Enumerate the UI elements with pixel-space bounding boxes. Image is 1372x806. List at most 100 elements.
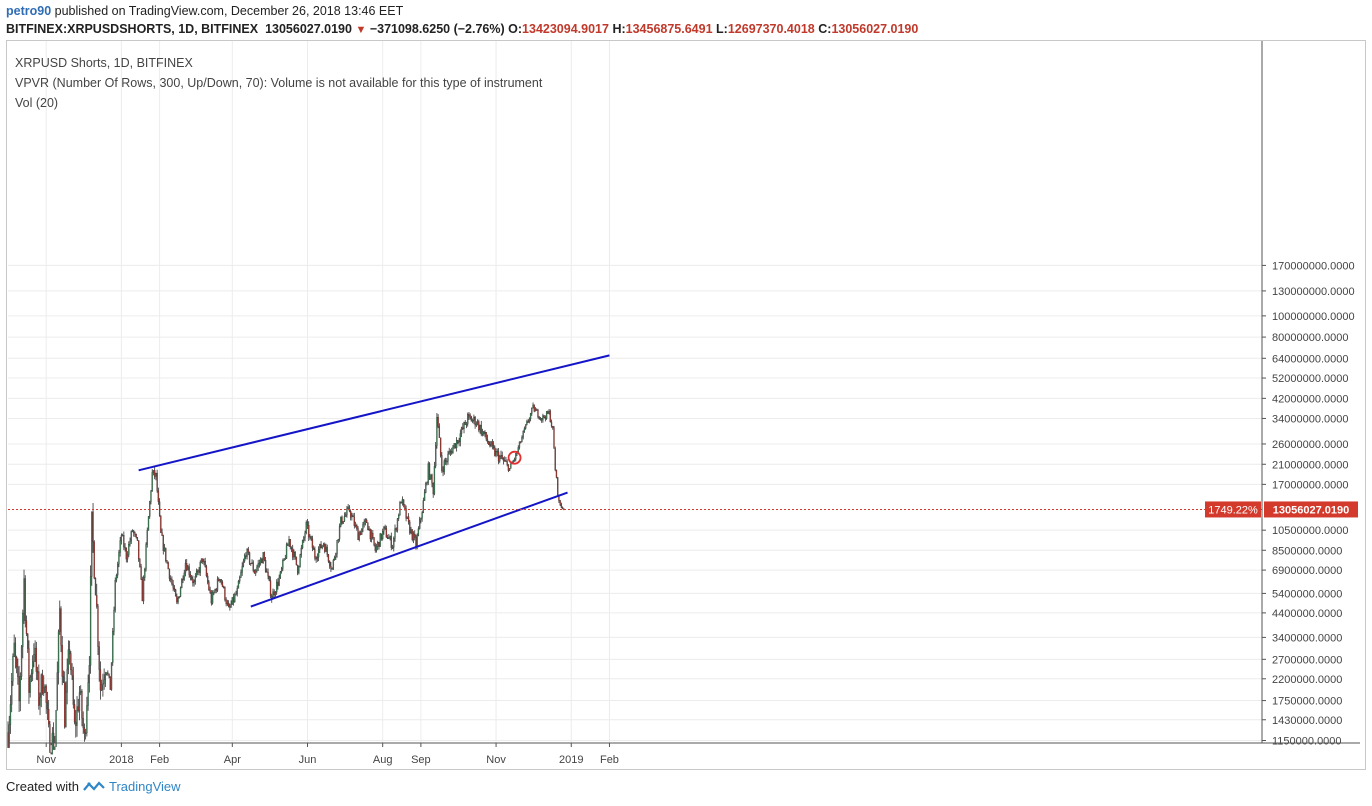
- candle-body: [179, 587, 182, 597]
- candle-body: [236, 588, 238, 595]
- candle-body: [18, 676, 20, 702]
- candle-body: [406, 516, 408, 519]
- candle-body: [203, 561, 205, 563]
- y-tick-label: 80000000.0000: [1272, 332, 1348, 344]
- y-tick-label: 3400000.0000: [1272, 632, 1342, 644]
- x-tick-label: Nov: [486, 754, 506, 766]
- legend-vpvr[interactable]: VPVR (Number Of Rows, 300, Up/Down, 70):…: [15, 76, 543, 90]
- candle-body: [489, 444, 491, 447]
- candle-body: [550, 421, 553, 427]
- candle-body: [432, 483, 434, 495]
- candle-body: [308, 524, 310, 538]
- trendline: [138, 354, 610, 472]
- candle-body: [393, 538, 395, 548]
- low-value: 12697370.4018: [727, 22, 815, 36]
- open-label: O:: [508, 22, 523, 36]
- candle-body: [542, 415, 544, 421]
- candle-body: [347, 506, 349, 509]
- candle-body: [94, 578, 97, 596]
- candle-body: [430, 474, 432, 480]
- candle-body: [479, 424, 481, 431]
- candle-body: [77, 706, 79, 712]
- candle-body: [495, 451, 497, 456]
- candle-body: [65, 692, 67, 728]
- legend-volume[interactable]: Vol (20): [15, 96, 59, 110]
- candle-body: [372, 532, 374, 538]
- candle-body: [225, 599, 227, 605]
- candle-body: [62, 676, 65, 683]
- candle-body: [490, 441, 492, 447]
- publish-info: petro90 published on TradingView.com, De…: [6, 4, 403, 18]
- footer: Created with TradingView: [6, 779, 181, 794]
- candle-body: [98, 646, 100, 670]
- candle-body: [391, 547, 394, 549]
- candle-body: [224, 587, 226, 600]
- candle-body: [426, 482, 428, 484]
- candle-body: [313, 547, 315, 550]
- price-label-bg: [1264, 501, 1358, 518]
- y-tick-label: 5400000.0000: [1272, 588, 1342, 600]
- candle-body: [96, 595, 98, 607]
- legend-series[interactable]: XRPUSD Shorts, 1D, BITFINEX: [15, 56, 193, 70]
- candle-body: [310, 536, 312, 540]
- candle-body: [231, 597, 233, 605]
- candle-body: [102, 683, 104, 685]
- candle-body: [538, 416, 540, 419]
- candle-body: [140, 566, 142, 580]
- candle-body: [457, 440, 459, 443]
- candle-body: [12, 656, 14, 682]
- candles: [7, 402, 565, 755]
- candle-body: [364, 519, 367, 522]
- candle-body: [502, 458, 505, 461]
- candle-body: [145, 544, 147, 570]
- candle-body: [290, 546, 293, 549]
- candle-body: [202, 558, 204, 562]
- candle-body: [76, 706, 78, 726]
- tradingview-logo-icon: [83, 780, 105, 791]
- candle-body: [301, 540, 304, 549]
- candle-body: [436, 416, 438, 446]
- candle-body: [504, 460, 506, 462]
- candle-body: [81, 690, 83, 719]
- author-name[interactable]: petro90: [6, 4, 52, 18]
- candle-body: [458, 441, 460, 444]
- candle-body: [388, 537, 390, 540]
- candle-body: [361, 528, 363, 535]
- candle-body: [407, 516, 410, 523]
- candle-body: [319, 543, 321, 550]
- candle-body: [431, 474, 433, 484]
- tradingview-brand[interactable]: TradingView: [108, 779, 181, 794]
- candle-body: [172, 583, 174, 589]
- candle-body: [247, 549, 249, 553]
- candle-body: [197, 570, 199, 572]
- candle-body: [93, 541, 95, 579]
- candle-body: [425, 483, 427, 493]
- candle-body: [129, 540, 131, 545]
- candle-body: [227, 602, 230, 608]
- y-tick-label: 1150000.0000: [1272, 735, 1342, 747]
- candle-body: [126, 554, 129, 560]
- candle-body: [443, 460, 445, 473]
- candle-body: [54, 746, 56, 750]
- candle-body: [92, 511, 94, 543]
- candle-body: [300, 547, 302, 555]
- candle-body: [293, 552, 295, 558]
- candle-body: [13, 642, 15, 657]
- candle-body: [25, 620, 28, 634]
- candle-body: [480, 424, 482, 435]
- candle-body: [211, 592, 214, 604]
- candle-body: [234, 594, 236, 603]
- candle-body: [395, 528, 397, 531]
- candle-body: [223, 586, 225, 588]
- high-value: 13456875.6491: [625, 22, 713, 36]
- candle-body: [555, 469, 558, 478]
- candle-body: [49, 723, 51, 753]
- candle-body: [250, 563, 252, 565]
- candle-body: [409, 521, 411, 534]
- candle-body: [214, 589, 216, 593]
- candle-body: [278, 577, 280, 586]
- candle-body: [304, 532, 306, 538]
- candle-body: [427, 463, 429, 483]
- candle-body: [549, 410, 551, 423]
